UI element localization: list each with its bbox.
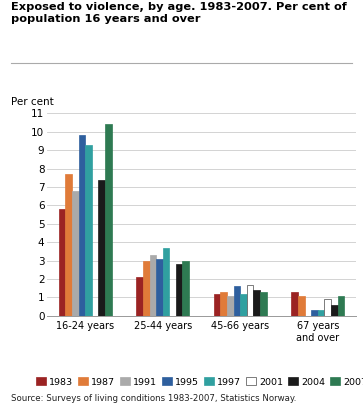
Bar: [105, 124, 111, 316]
Bar: [214, 294, 220, 316]
Bar: [338, 296, 344, 316]
Bar: [65, 174, 72, 316]
Bar: [318, 310, 325, 316]
Bar: [59, 209, 65, 316]
Bar: [78, 136, 85, 316]
Bar: [220, 292, 227, 316]
Bar: [143, 261, 150, 316]
Text: Source: Surveys of living conditions 1983-2007, Statistics Norway.: Source: Surveys of living conditions 198…: [11, 394, 296, 403]
Bar: [240, 294, 247, 316]
Legend: 1983, 1987, 1991, 1995, 1997, 2001, 2004, 2007: 1983, 1987, 1991, 1995, 1997, 2001, 2004…: [36, 377, 363, 387]
Text: Exposed to violence, by age. 1983-2007. Per cent of
population 16 years and over: Exposed to violence, by age. 1983-2007. …: [11, 2, 347, 24]
Bar: [85, 145, 92, 316]
Bar: [227, 296, 234, 316]
Bar: [253, 290, 260, 316]
Bar: [331, 305, 338, 316]
Bar: [234, 286, 240, 316]
Bar: [291, 292, 298, 316]
Text: Per cent: Per cent: [11, 97, 54, 107]
Bar: [325, 299, 331, 316]
Bar: [156, 259, 163, 316]
Bar: [72, 191, 78, 316]
Bar: [247, 285, 253, 316]
Bar: [260, 292, 266, 316]
Bar: [98, 180, 105, 316]
Bar: [311, 310, 318, 316]
Bar: [298, 296, 305, 316]
Bar: [176, 264, 183, 316]
Bar: [136, 277, 143, 316]
Bar: [163, 248, 169, 316]
Bar: [150, 255, 156, 316]
Bar: [183, 261, 189, 316]
